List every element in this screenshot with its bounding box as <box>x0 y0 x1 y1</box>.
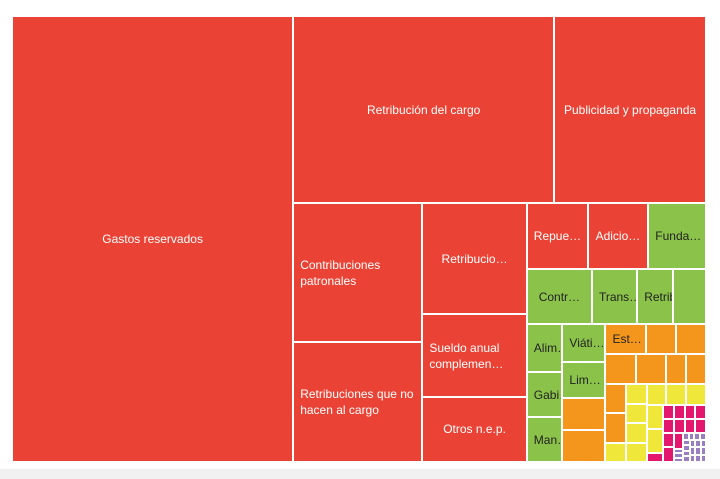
cell-label: Gastos reservados <box>102 232 203 246</box>
treemap-cell <box>694 432 701 440</box>
treemap-cell <box>682 450 690 457</box>
treemap-cell <box>676 324 706 355</box>
treemap-cell <box>684 418 696 433</box>
treemap-cell: Gabi… <box>526 372 563 418</box>
treemap-cell: Contribuciones patronales <box>293 203 423 342</box>
treemap-cell <box>626 442 647 462</box>
treemap-cell: Retribucio… <box>422 203 527 315</box>
treemap-cell <box>695 418 706 433</box>
treemap-cell <box>605 384 627 414</box>
treemap-cell <box>626 403 647 424</box>
treemap-cell <box>665 354 686 385</box>
treemap-cell <box>695 439 701 448</box>
cell-label: Retribución del cargo <box>366 102 481 117</box>
treemap-cell <box>666 384 687 405</box>
treemap-cell <box>605 354 636 385</box>
treemap-cell: Sueldo anual complemen… <box>422 314 527 397</box>
treemap-cell <box>646 452 664 462</box>
treemap-cell <box>700 447 706 455</box>
treemap-cell <box>700 432 706 440</box>
treemap-cell <box>700 454 706 462</box>
treemap-cell <box>673 457 683 462</box>
cell-label: Retribu… <box>644 289 672 304</box>
treemap-cell <box>689 439 696 448</box>
treemap-cell <box>689 454 696 462</box>
treemap-cell <box>646 324 677 355</box>
treemap-cell <box>685 354 706 385</box>
treemap-cell <box>688 432 695 440</box>
treemap-cell: Trans… <box>591 269 638 325</box>
cell-label: Publicidad y propaganda <box>564 102 697 117</box>
treemap-cell <box>673 432 683 449</box>
treemap-cell: Repue… <box>526 203 588 270</box>
treemap-cell <box>663 447 674 462</box>
cell-label: Retribucio… <box>441 251 508 266</box>
treemap-cell <box>626 423 647 443</box>
treemap-cell <box>646 384 667 405</box>
treemap-cell: Publicidad y propaganda <box>554 16 706 204</box>
treemap-cell <box>689 447 696 455</box>
treemap-cell <box>663 404 674 419</box>
treemap-cell <box>673 418 685 433</box>
treemap-cell: Man… <box>526 417 563 462</box>
treemap-cell <box>686 384 706 405</box>
treemap-cell <box>673 404 685 419</box>
treemap-cell <box>646 404 664 429</box>
treemap-cell <box>700 439 706 448</box>
treemap-cell <box>695 404 706 419</box>
treemap-cell <box>682 432 689 440</box>
cell-label: Funda… <box>655 229 702 244</box>
cell-label: Est… <box>612 332 642 347</box>
treemap-cell: Otros n.e.p. <box>422 396 527 462</box>
treemap-cell: Lim… <box>562 361 606 398</box>
treemap-cell: Adicio… <box>587 203 649 270</box>
treemap-cell: Est… <box>605 324 647 355</box>
treemap-cell <box>673 269 706 325</box>
cell-label: Man… <box>533 432 562 447</box>
cell-label: Adicio… <box>595 229 641 244</box>
treemap-cell <box>682 456 690 462</box>
treemap-cell <box>673 448 683 454</box>
treemap-cell: Retribuciones que no hacen al cargo <box>293 341 423 462</box>
cell-label: Repue… <box>533 229 582 244</box>
treemap-cell <box>562 397 606 431</box>
treemap-cell <box>605 442 627 462</box>
treemap-cell: Retribu… <box>637 269 674 325</box>
treemap-cell <box>626 384 647 404</box>
cell-label: Otros n.e.p. <box>443 422 506 437</box>
cell-label: Retribuciones que no hacen al cargo <box>300 386 414 417</box>
treemap-cell <box>673 453 683 458</box>
cell-label: Sueldo anual complemen… <box>429 340 504 371</box>
treemap-cell <box>562 430 606 462</box>
treemap-cell: Contr… <box>526 269 592 325</box>
treemap-cell: Funda… <box>648 203 706 270</box>
cell-label: Alim… <box>533 341 562 356</box>
cell-label: Viáti… <box>569 335 605 350</box>
treemap-cell <box>635 354 666 385</box>
cell-label: Contribuciones patronales <box>300 257 381 288</box>
treemap-cell <box>682 445 690 451</box>
treemap-cell: Alim… <box>526 324 563 373</box>
treemap-cell <box>695 447 701 455</box>
treemap-cell: Viáti… <box>562 324 606 362</box>
treemap-cell: Gastos reservados <box>12 16 294 462</box>
treemap-cell: Retribución del cargo <box>293 16 555 204</box>
treemap-cell <box>695 454 701 462</box>
cell-label: Contr… <box>538 289 581 304</box>
cell-label: Gabi… <box>533 387 562 402</box>
cell-label: Lim… <box>569 372 601 387</box>
treemap-cell <box>682 439 690 446</box>
treemap-cell <box>663 418 674 433</box>
treemap-cell <box>605 413 627 443</box>
treemap-cell <box>646 428 664 453</box>
cell-label: Trans… <box>598 289 636 304</box>
treemap-cell <box>684 404 696 419</box>
treemap-cell <box>663 432 674 448</box>
